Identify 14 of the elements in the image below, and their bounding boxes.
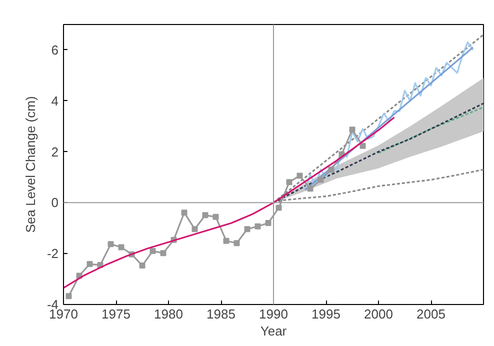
x-tick-label: 1985 <box>206 306 236 322</box>
y-tick-label: 4 <box>51 93 59 108</box>
x-tick-label: 2000 <box>364 306 393 322</box>
x-axis-title: Year <box>260 324 288 338</box>
x-tick-label: 1995 <box>312 306 340 322</box>
x-tick-label: 1980 <box>154 306 183 322</box>
x-tick-label: 1975 <box>102 306 130 322</box>
y-tick-label: 2 <box>51 144 59 160</box>
y-tick-label: -2 <box>46 246 59 262</box>
x-tick-label: 1990 <box>259 306 288 322</box>
y-tick-label: 6 <box>51 42 59 58</box>
x-tick-label: 2005 <box>416 306 446 322</box>
y-axis-title: Sea Level Change (cm) <box>22 96 38 233</box>
y-tick-label: 0 <box>51 195 59 210</box>
